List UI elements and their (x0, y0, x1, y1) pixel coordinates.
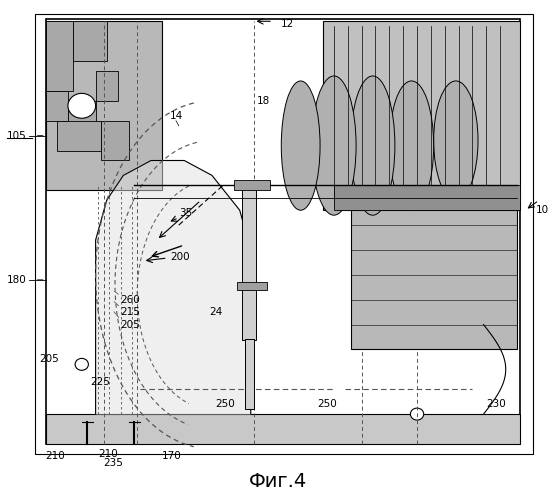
Text: 235: 235 (103, 458, 123, 468)
Text: 250: 250 (215, 399, 234, 409)
Bar (46, 91, 68, 120)
Text: 18: 18 (256, 96, 270, 106)
Bar (46, 414, 520, 444)
Bar (237, 282, 267, 290)
Bar (350, 210, 517, 350)
Bar (101, 120, 129, 160)
Text: 180: 180 (7, 275, 27, 285)
Text: 105: 105 (7, 130, 27, 140)
Text: 210: 210 (99, 449, 118, 459)
Polygon shape (96, 160, 251, 414)
Text: 230: 230 (486, 399, 506, 409)
Text: 250: 250 (317, 399, 337, 409)
Bar (234, 180, 270, 190)
Text: 200: 200 (170, 252, 190, 262)
Text: 260: 260 (120, 294, 140, 304)
Ellipse shape (312, 76, 356, 215)
Text: 205: 205 (120, 320, 140, 330)
Ellipse shape (350, 76, 395, 215)
Text: 170: 170 (162, 452, 182, 462)
Bar (46, 22, 162, 190)
Bar (46, 22, 74, 91)
Text: 205: 205 (39, 354, 59, 364)
Ellipse shape (389, 81, 434, 210)
Bar (46, 19, 520, 444)
Text: 225: 225 (90, 377, 110, 387)
Text: 35: 35 (179, 208, 192, 218)
Bar (35, 14, 534, 454)
Bar (68, 101, 96, 126)
Text: 24: 24 (209, 307, 222, 317)
Text: 215: 215 (120, 307, 140, 317)
Text: 14: 14 (169, 110, 183, 120)
Bar (245, 340, 253, 409)
Bar (323, 22, 520, 210)
Text: 10: 10 (536, 205, 549, 215)
Circle shape (411, 408, 424, 420)
Bar (242, 186, 256, 340)
Text: Фиг.4: Фиг.4 (250, 472, 307, 490)
Text: 210: 210 (46, 452, 66, 462)
Bar (57, 120, 101, 150)
Circle shape (75, 358, 89, 370)
Text: 12: 12 (281, 19, 295, 29)
Ellipse shape (281, 81, 320, 210)
Ellipse shape (434, 81, 478, 200)
Bar (96, 71, 118, 101)
Circle shape (68, 94, 96, 118)
Bar (334, 186, 520, 210)
Bar (74, 22, 107, 61)
